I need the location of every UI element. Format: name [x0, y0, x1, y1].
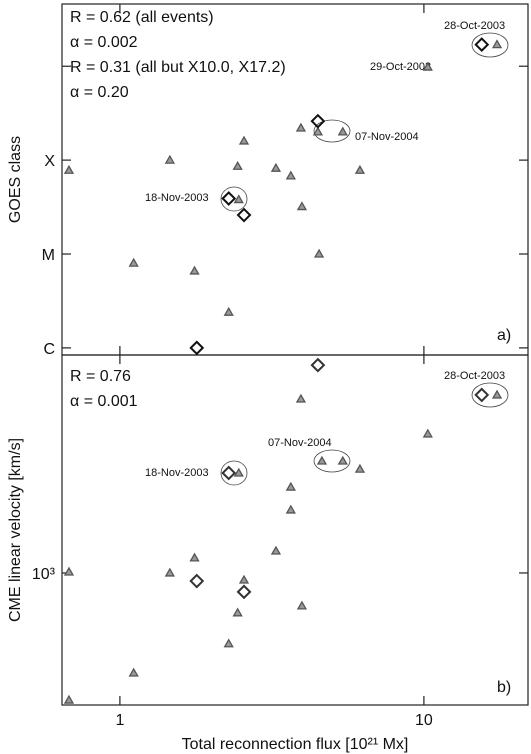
- triangle-point: [491, 389, 503, 399]
- triangle-point: [189, 265, 200, 275]
- annotation: α = 0.20: [70, 84, 129, 101]
- triangle-point: [232, 160, 243, 170]
- triangle-point: [295, 393, 307, 403]
- annotation: α = 0.001: [70, 393, 138, 410]
- triangle-point: [285, 504, 296, 514]
- panel-a-frame: [61, 3, 529, 356]
- diamond-point: [310, 113, 326, 129]
- triangle-point: [296, 600, 308, 610]
- event-label: 28-Oct-2003: [444, 370, 505, 382]
- highlight-ellipse: [471, 382, 509, 408]
- x-tick-label: 10: [415, 712, 433, 729]
- diamond-point: [189, 340, 205, 356]
- diamond-point: [236, 207, 252, 223]
- highlight-ellipse: [471, 32, 509, 58]
- diamond-point: [221, 191, 237, 206]
- triangle-point: [63, 566, 75, 576]
- triangle-point: [223, 306, 234, 316]
- event-label: 18-Nov-2003: [145, 467, 209, 479]
- triangle-point: [270, 162, 282, 172]
- triangle-point: [233, 467, 244, 477]
- triangle-point: [295, 122, 307, 132]
- triangle-point: [238, 574, 250, 584]
- panel-label: a): [497, 327, 511, 344]
- panel-b-frame: [61, 354, 529, 706]
- y-tick-label: C: [43, 341, 55, 358]
- triangle-point: [164, 567, 175, 577]
- diamond-point: [236, 584, 252, 600]
- annotation: α = 0.002: [70, 34, 138, 51]
- triangle-point: [238, 135, 250, 145]
- event-label: 18-Nov-2003: [145, 192, 209, 204]
- annotation: R = 0.62 (all events): [70, 9, 214, 26]
- event-label: 29-Oct-2003: [370, 61, 431, 73]
- triangle-point: [128, 667, 139, 677]
- y-tick-label: M: [42, 247, 55, 264]
- triangle-point: [313, 248, 325, 258]
- event-label: 07-Nov-2004: [268, 437, 332, 449]
- event-label: 07-Nov-2004: [355, 131, 419, 143]
- triangle-point: [354, 463, 366, 473]
- highlight-ellipse: [313, 449, 351, 473]
- triangle-point: [337, 455, 348, 465]
- x-axis-label: Total reconnection flux [10²¹ Mx]: [182, 736, 409, 753]
- triangle-point: [491, 39, 503, 49]
- triangle-point: [63, 694, 75, 704]
- triangle-point: [63, 164, 75, 174]
- triangle-point: [285, 170, 296, 180]
- triangle-point: [189, 552, 200, 562]
- diamond-point: [474, 37, 490, 53]
- triangle-point: [232, 607, 243, 617]
- diamond-point: [221, 465, 237, 481]
- annotation: R = 0.31 (all but X10.0, X17.2): [70, 59, 286, 76]
- triangle-point: [354, 164, 366, 174]
- highlight-ellipse: [220, 460, 248, 486]
- triangle-point: [164, 154, 175, 164]
- triangle-point: [233, 194, 244, 204]
- panel-label: b): [497, 679, 511, 696]
- highlight-ellipse: [313, 119, 351, 143]
- x-tick-label: 1: [115, 712, 124, 729]
- diamond-point: [474, 387, 490, 403]
- triangle-point: [270, 545, 282, 555]
- triangle-point: [312, 126, 324, 136]
- y-tick-label: 10³: [32, 566, 56, 583]
- diamond-point: [310, 357, 326, 373]
- triangle-point: [223, 638, 234, 648]
- triangle-point: [316, 455, 328, 465]
- event-label: 28-Oct-2003: [444, 20, 505, 32]
- highlight-ellipse: [220, 186, 248, 212]
- triangle-point: [337, 126, 348, 136]
- triangle-point: [422, 428, 433, 438]
- triangle-point: [296, 201, 308, 211]
- triangle-point: [285, 481, 296, 491]
- triangle-point: [422, 61, 433, 71]
- y-axis-label: GOES class: [7, 136, 24, 223]
- annotation: R = 0.76: [70, 368, 131, 385]
- diamond-point: [189, 573, 205, 589]
- triangle-point: [128, 257, 139, 267]
- y-axis-label: CME linear velocity [km/s]: [7, 438, 24, 622]
- y-tick-label: X: [44, 153, 55, 170]
